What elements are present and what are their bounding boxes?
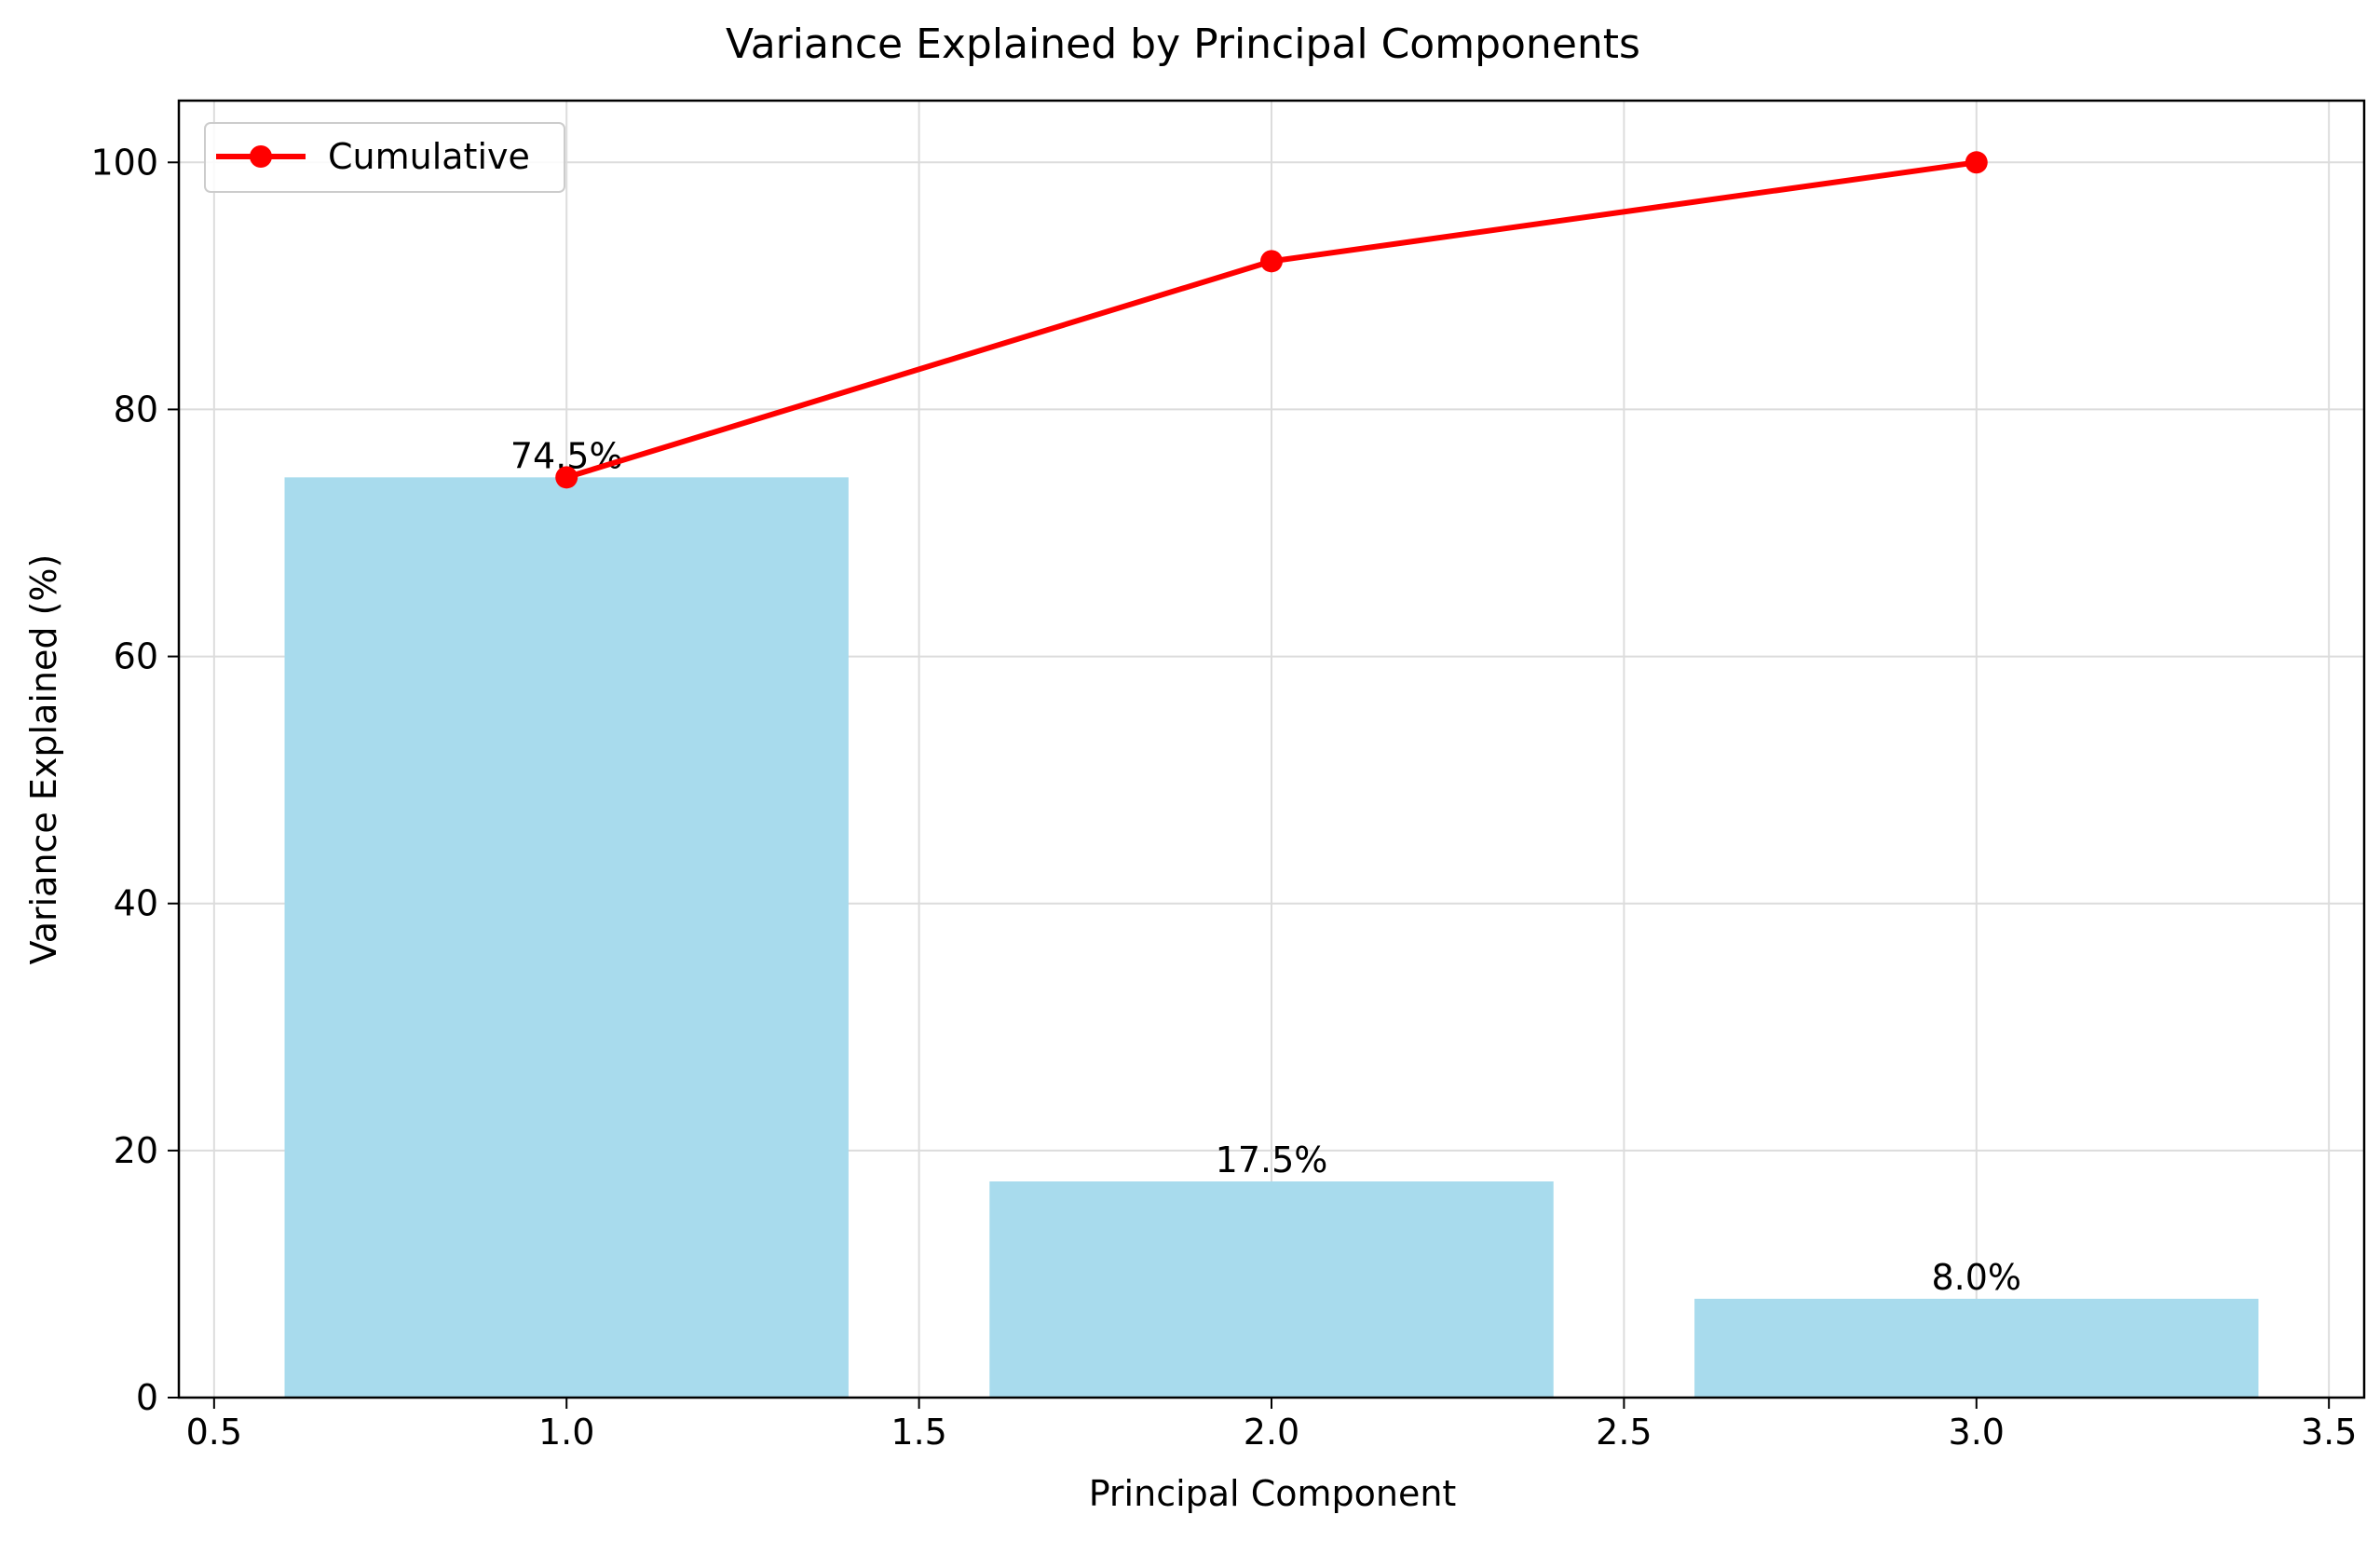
bar-pc-2 [989,1181,1554,1398]
x-tick-label-0: 0.5 [186,1412,242,1453]
legend: Cumulative [204,122,565,193]
bar-value-label-3: 8.0% [1932,1257,2022,1298]
y-axis-ticks: 0 20 40 60 80 100 [90,142,179,1418]
y-tick-label-3: 60 [114,636,158,677]
cumulative-point-2 [1260,250,1283,273]
bar-value-label-2: 17.5% [1216,1139,1328,1180]
x-axis-label: Principal Component [1089,1473,1457,1514]
x-tick-label-2: 1.5 [891,1412,946,1453]
y-tick-label-4: 80 [114,389,158,430]
y-tick-label-1: 20 [114,1130,158,1171]
bar-pc-3 [1694,1298,2259,1398]
x-axis-ticks: 0.5 1.0 1.5 2.0 2.5 3.0 3.5 [186,1398,2357,1453]
y-tick-label-5: 100 [90,142,158,183]
y-tick-label-0: 0 [136,1377,158,1418]
chart-title: Variance Explained by Principal Componen… [726,20,1640,68]
y-axis-label: Variance Explained (%) [23,554,64,965]
x-tick-label-1: 1.0 [538,1412,594,1453]
legend-marker-swatch [250,145,272,168]
x-tick-label-5: 3.0 [1949,1412,2005,1453]
y-tick-label-2: 40 [114,883,158,924]
bar-pc-1 [284,477,849,1398]
legend-frame [204,122,565,193]
bars [284,477,2259,1398]
x-tick-label-3: 2.0 [1244,1412,1299,1453]
x-tick-label-4: 2.5 [1596,1412,1652,1453]
cumulative-point-3 [1965,151,1988,174]
x-tick-label-6: 3.5 [2301,1412,2357,1453]
legend-label-cumulative: Cumulative [328,136,530,177]
cumulative-series [555,151,1988,489]
cumulative-point-1 [555,466,578,489]
